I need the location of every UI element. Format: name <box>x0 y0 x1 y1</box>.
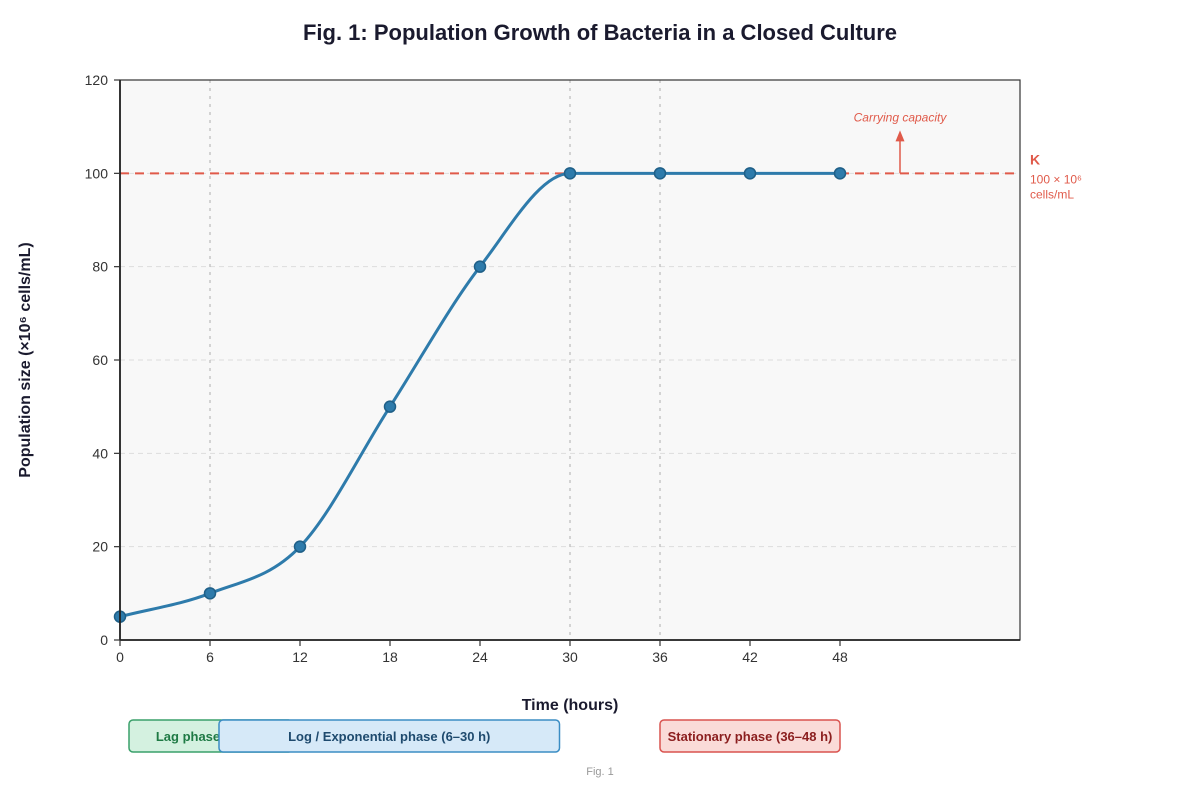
phase-box-background <box>218 719 561 753</box>
y-tick-label: 100 <box>85 165 109 181</box>
phase-box: Log / Exponential phase (6–30 h) <box>218 719 561 753</box>
data-point <box>203 587 217 600</box>
x-tick-label: 42 <box>742 649 758 665</box>
k-label: K <box>1030 151 1040 167</box>
data-point <box>383 400 397 413</box>
phase-legend: Lag phase (0–6 h) Log / Exponential phase… <box>128 719 841 753</box>
annotation-arrow-head <box>895 130 905 142</box>
y-tick-label: 40 <box>92 445 108 461</box>
x-tick-label: 6 <box>206 649 214 665</box>
x-axis-ticks: 0 6 12 18 24 30 36 42 48 <box>116 640 848 665</box>
x-tick-label: 24 <box>472 649 488 665</box>
y-tick-label: 80 <box>92 259 108 275</box>
k-unit-label: cells/mL <box>1030 187 1074 201</box>
data-point <box>293 540 307 553</box>
phase-label: Log / Exponential phase (6–30 h) <box>288 729 490 744</box>
growth-curve-series <box>119 171 841 619</box>
data-point <box>743 167 757 180</box>
phase-label: Stationary phase (36–48 h) <box>668 729 833 744</box>
y-tick-label: 60 <box>92 352 108 368</box>
y-tick-label: 0 <box>100 632 108 648</box>
data-point <box>653 167 667 180</box>
data-points <box>113 167 847 623</box>
data-point <box>833 167 847 180</box>
phase-boundary-guides <box>209 80 661 640</box>
y-tick-label: 20 <box>92 539 108 555</box>
carrying-capacity-annotation: Carrying capacity <box>854 110 948 124</box>
x-tick-label: 36 <box>652 649 668 665</box>
y-tick-label: 120 <box>85 72 109 88</box>
phase-box-background <box>659 719 841 753</box>
data-point <box>563 167 577 180</box>
x-tick-label: 0 <box>116 649 124 665</box>
x-tick-label: 30 <box>562 649 578 665</box>
y-axis-ticks: 0 20 40 60 80 100 120 <box>85 72 120 648</box>
figure-footer: Fig. 1 <box>586 766 614 778</box>
x-axis-label: Time (hours) <box>522 697 619 714</box>
y-axis-label: Population size (×10⁶ cells/mL) <box>17 242 34 477</box>
growth-curve-line <box>119 171 841 619</box>
x-tick-label: 48 <box>832 649 848 665</box>
k-value-label: 100 × 10⁶ <box>1030 172 1082 186</box>
data-point <box>473 260 487 273</box>
chart-title: Fig. 1: Population Growth of Bacteria in… <box>303 20 897 45</box>
x-tick-label: 18 <box>382 649 398 665</box>
x-tick-label: 12 <box>292 649 308 665</box>
phase-box: Stationary phase (36–48 h) <box>659 719 841 753</box>
